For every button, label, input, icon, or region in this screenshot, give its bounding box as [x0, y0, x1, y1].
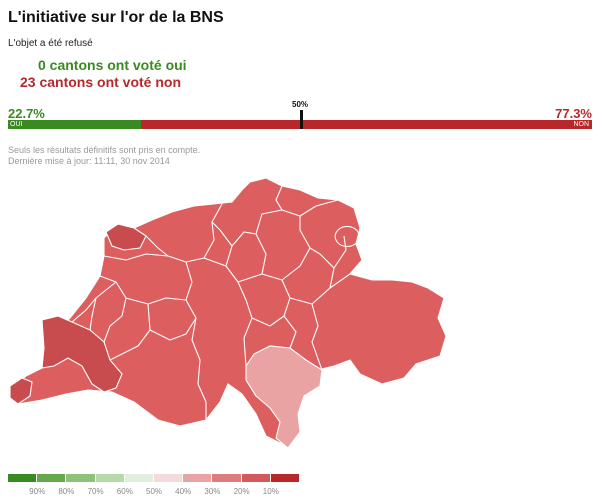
canton-border — [329, 273, 351, 289]
canton-border — [283, 315, 297, 349]
legend-swatch — [8, 474, 37, 482]
canton-border — [71, 281, 117, 323]
canton-region-main[interactable] — [9, 177, 447, 447]
canton-border — [145, 235, 169, 257]
yes-percentage: 22.7% — [8, 106, 45, 121]
yes-bar-segment — [8, 120, 141, 129]
legend-swatch — [212, 474, 241, 482]
note-final-results: Seuls les résultats définitifs sont pris… — [8, 145, 201, 155]
canton-border — [289, 247, 335, 305]
legend-label: 80% — [58, 487, 75, 496]
legend-label: 50% — [145, 487, 163, 496]
canton-border — [89, 297, 97, 331]
result-subtitle: L'objet a été refusé — [8, 38, 93, 49]
legend-label: 60% — [116, 487, 133, 496]
canton-border — [211, 221, 233, 247]
canton-border — [149, 317, 197, 341]
update-note: Seuls les résultats définitifs sont pris… — [8, 145, 200, 167]
legend-swatch — [66, 474, 95, 482]
canton-border — [203, 203, 223, 259]
legend-swatch — [37, 474, 66, 482]
no-bar-segment — [140, 120, 592, 129]
color-legend-labels: 90% 80% 70% 60% 50% 40% 30% 20% 10% — [8, 487, 300, 499]
legend-swatch — [241, 474, 270, 482]
canton-jura[interactable] — [105, 223, 147, 251]
page-title: L'initiative sur l'or de la BNS — [8, 9, 224, 26]
legend-swatch — [183, 474, 212, 482]
note-last-update: Dernière mise à jour: 11:11, 30 nov 2014 — [8, 156, 170, 166]
canton-border — [311, 303, 323, 371]
half-mark-tick — [300, 110, 303, 129]
canton-border — [334, 225, 360, 247]
color-legend — [8, 474, 300, 482]
canton-geneva[interactable] — [9, 377, 33, 405]
canton-border — [185, 261, 207, 420]
canton-border — [333, 235, 347, 269]
no-cantons-count: 23 cantons ont voté non — [20, 74, 182, 90]
legend-swatch — [124, 474, 154, 482]
legend-swatch — [95, 474, 124, 482]
canton-border — [109, 303, 151, 361]
canton-vaud[interactable] — [41, 315, 123, 393]
legend-label: 90% — [29, 487, 46, 496]
canton-ticino[interactable] — [245, 345, 323, 449]
legend-label: 20% — [233, 487, 250, 496]
canton-border — [281, 199, 339, 281]
legend-label: 30% — [204, 487, 221, 496]
legend-label: 10% — [262, 487, 279, 496]
yes-cantons-count: 0 cantons ont voté oui — [38, 57, 187, 73]
yes-bar-label: OUI — [10, 121, 23, 128]
canton-border — [103, 253, 205, 263]
result-bar — [8, 120, 592, 129]
no-bar-label: NON — [573, 121, 589, 128]
legend-label: 40% — [175, 487, 192, 496]
legend-swatch — [154, 474, 183, 482]
half-mark-label: 50% — [292, 100, 309, 109]
canton-border — [275, 185, 283, 211]
legend-label: 70% — [87, 487, 104, 496]
canton-border — [125, 297, 187, 305]
canton-border — [225, 231, 257, 267]
no-percentage: 77.3% — [555, 106, 592, 121]
canton-border — [99, 275, 127, 343]
switzerland-canton-map — [9, 177, 447, 449]
legend-swatch — [270, 474, 300, 482]
canton-border — [255, 209, 301, 275]
